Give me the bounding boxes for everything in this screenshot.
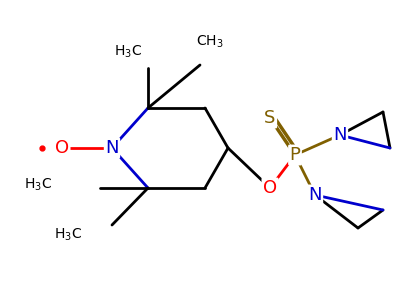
Text: N: N <box>333 126 347 144</box>
Text: N: N <box>308 186 322 204</box>
Text: O: O <box>55 139 69 157</box>
Text: O: O <box>263 179 277 197</box>
Text: S: S <box>264 109 276 127</box>
Text: H$_3$C: H$_3$C <box>114 44 142 60</box>
Text: P: P <box>290 146 300 164</box>
Text: N: N <box>105 139 119 157</box>
Text: H$_3$C: H$_3$C <box>24 177 52 193</box>
Text: CH$_3$: CH$_3$ <box>196 34 224 50</box>
Text: H$_3$C: H$_3$C <box>54 227 82 243</box>
